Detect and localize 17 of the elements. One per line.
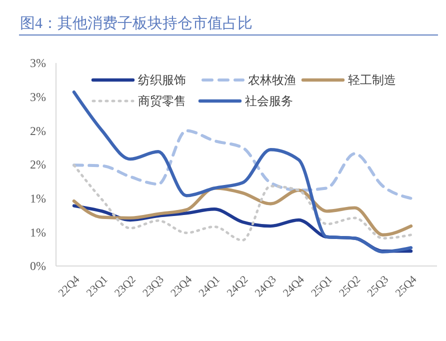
- y-tick-label: 2%: [30, 124, 46, 138]
- y-tick-label: 3%: [30, 56, 46, 70]
- legend-label: 农林牧渔: [248, 73, 296, 88]
- legend-label: 轻工制造: [348, 73, 396, 88]
- y-tick-label: 3%: [30, 90, 46, 104]
- y-tick-label: 2%: [30, 158, 46, 172]
- legend-label: 纺织服饰: [138, 73, 186, 88]
- chart-title: 图4：其他消费子板块持仓市值占比: [20, 15, 252, 32]
- line-series: [72, 164, 412, 242]
- y-tick-label: 0%: [30, 259, 46, 274]
- line-series: [72, 186, 413, 236]
- y-tick-label: 1%: [30, 192, 46, 206]
- line-series: [72, 129, 412, 200]
- line-series: [72, 90, 413, 254]
- legend-label: 社会服务: [245, 94, 293, 108]
- legend-label: 商贸零售: [138, 94, 186, 108]
- y-tick-label: 1%: [30, 225, 46, 240]
